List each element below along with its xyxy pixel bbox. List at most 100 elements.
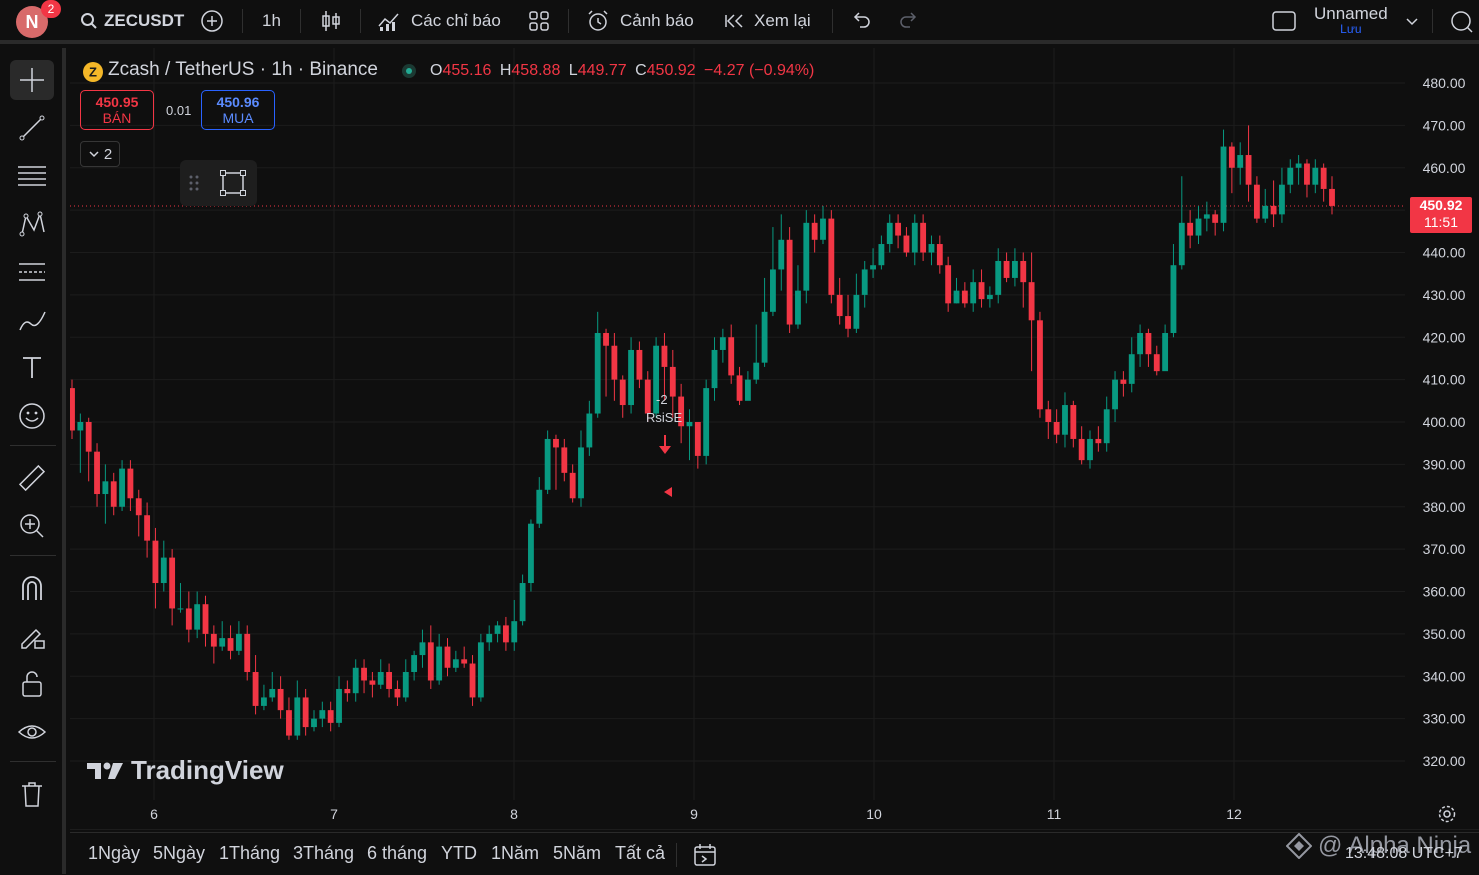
- candle-body: [561, 447, 568, 473]
- open-value: 455.16: [442, 62, 492, 79]
- candle-body: [1287, 167, 1294, 185]
- crosshair-icon: [20, 68, 44, 92]
- candle-body: [936, 244, 943, 266]
- candle-body: [1103, 409, 1110, 444]
- range-button[interactable]: 1Tháng: [219, 843, 281, 863]
- text-tool[interactable]: [10, 348, 54, 388]
- drawing-mode-tool[interactable]: [10, 616, 54, 656]
- candle-body: [119, 468, 125, 507]
- quick-search-button[interactable]: [1448, 0, 1474, 42]
- candle-body: [1011, 260, 1018, 278]
- chart-legend-title[interactable]: Zcash / TetherUS · 1h · Binance: [108, 59, 378, 80]
- compare-symbol-button[interactable]: [200, 0, 224, 42]
- undo-button[interactable]: [850, 0, 872, 42]
- rectangle-select-icon[interactable]: [218, 168, 248, 198]
- alerts-button[interactable]: Cảnh báo: [586, 0, 694, 42]
- eye-icon: [17, 725, 47, 739]
- layout-menu-button[interactable]: [1404, 0, 1420, 42]
- candle-body: [1262, 205, 1269, 219]
- range-button[interactable]: 1Năm: [491, 843, 540, 863]
- price-chart[interactable]: 480.00470.00460.00450.00440.00430.00420.…: [70, 48, 1479, 830]
- candle-body: [319, 710, 326, 719]
- templates-button[interactable]: [528, 0, 550, 42]
- candle-body: [636, 349, 643, 380]
- range-button[interactable]: Tất cả: [615, 843, 666, 863]
- range-button[interactable]: 5Ngày: [153, 843, 206, 863]
- candle-body: [569, 472, 576, 499]
- tradingview-watermark[interactable]: TradingView: [85, 755, 284, 786]
- candle-body: [1145, 333, 1152, 355]
- buy-price: 450.96: [216, 94, 260, 110]
- range-button[interactable]: 3Tháng: [293, 843, 355, 863]
- layout-checkbox[interactable]: [1271, 0, 1297, 42]
- candle-body: [419, 642, 426, 656]
- crosshair-tool[interactable]: [10, 60, 54, 100]
- svg-text:Z: Z: [89, 65, 97, 80]
- candle-body: [219, 638, 226, 647]
- gear-icon[interactable]: [1437, 804, 1457, 824]
- buy-button[interactable]: 450.96 MUA: [201, 90, 275, 130]
- candle-body: [970, 282, 977, 304]
- market-status-icon[interactable]: [402, 64, 416, 78]
- candle-body: [94, 451, 100, 495]
- remove-drawings-tool[interactable]: [10, 774, 54, 814]
- candle-body: [1112, 379, 1118, 410]
- pattern-tool[interactable]: [10, 204, 54, 244]
- lock-drawings-tool[interactable]: [10, 664, 54, 704]
- trend-line-tool[interactable]: [10, 108, 54, 148]
- trend-line-icon: [19, 115, 45, 141]
- candle-body: [1070, 405, 1077, 439]
- entry-marker-icon: [664, 487, 672, 497]
- range-button[interactable]: 6 tháng: [367, 843, 428, 863]
- brush-tool[interactable]: [10, 300, 54, 340]
- signal-value: -2: [656, 392, 668, 407]
- candle-body: [235, 633, 242, 651]
- candle-body: [452, 659, 459, 668]
- top-toolbar: N 2 ZECUSDT 1h Các chỉ báo Cảnh báo Xem …: [0, 0, 1479, 44]
- price-tick-label: 460.00: [1423, 160, 1466, 176]
- price-tick-label: 400.00: [1423, 414, 1466, 430]
- candle-body: [586, 413, 593, 448]
- change-value: −4.27 (−0.94%): [704, 62, 815, 79]
- ruler-icon: [18, 464, 46, 492]
- chevron-down-icon: [89, 151, 99, 158]
- candle-body: [1137, 333, 1143, 355]
- range-button[interactable]: 5Năm: [553, 843, 602, 863]
- indicators-collapse-button[interactable]: 2: [80, 141, 120, 167]
- emoji-tool[interactable]: [10, 396, 54, 436]
- candle-body: [110, 481, 117, 507]
- candle-body: [402, 672, 409, 698]
- drag-handle-icon[interactable]: [188, 174, 200, 192]
- sell-button[interactable]: 450.95 BÁN: [80, 90, 154, 130]
- redo-button[interactable]: [898, 0, 920, 42]
- range-button[interactable]: YTD: [441, 843, 477, 863]
- replay-label: Xem lại: [754, 11, 811, 30]
- chart-clock[interactable]: 13:48:08 UTC+7: [1345, 845, 1463, 862]
- symbol-search-button[interactable]: ZECUSDT: [80, 0, 184, 42]
- chart-type-button[interactable]: [320, 0, 342, 42]
- fib-tool[interactable]: [10, 156, 54, 196]
- toolbar-divider: [10, 761, 56, 762]
- candle-body: [669, 366, 676, 397]
- forecast-tool[interactable]: [10, 252, 54, 292]
- date-range-icon[interactable]: [692, 843, 718, 867]
- replay-button[interactable]: Xem lại: [724, 0, 811, 42]
- interval-button[interactable]: 1h: [262, 11, 281, 30]
- price-tick-label: 410.00: [1423, 372, 1466, 388]
- candle-body: [1329, 188, 1335, 206]
- magnet-icon: [22, 576, 42, 600]
- measure-tool[interactable]: [10, 458, 54, 498]
- candle-body: [761, 311, 768, 363]
- zoom-tool[interactable]: [10, 506, 54, 546]
- price-tick-label: 390.00: [1423, 456, 1466, 472]
- chevron-down-icon: [1406, 18, 1418, 26]
- candle-body: [411, 655, 418, 673]
- signal-label: RsiSE: [646, 410, 683, 425]
- hide-drawings-tool[interactable]: [10, 712, 54, 752]
- range-button[interactable]: 1Ngày: [88, 843, 141, 863]
- indicators-button[interactable]: Các chỉ báo: [377, 0, 501, 42]
- magnet-tool[interactable]: [10, 568, 54, 608]
- layout-name-button[interactable]: Unnamed Lưu: [1314, 4, 1388, 36]
- candle-body: [1312, 167, 1319, 185]
- candle-body: [1220, 146, 1227, 223]
